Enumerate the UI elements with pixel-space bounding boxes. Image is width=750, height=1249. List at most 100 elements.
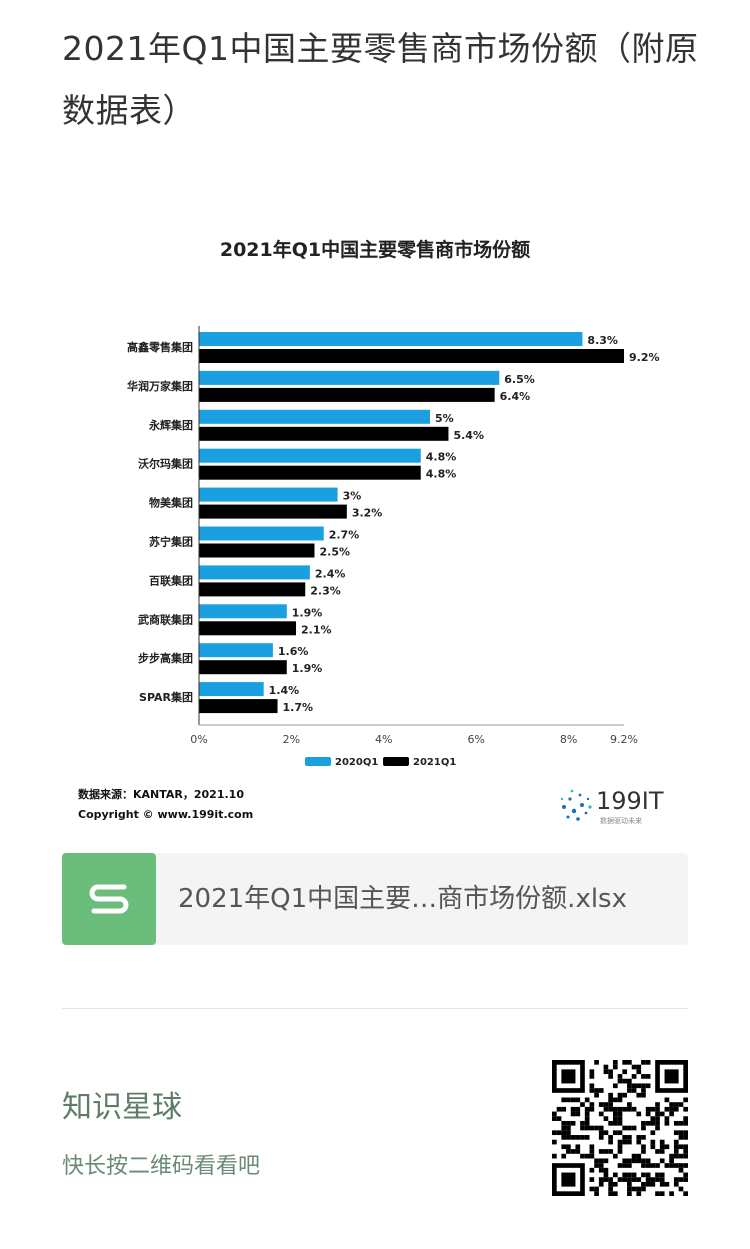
- data-label: 1.9%: [292, 606, 323, 619]
- qr-module: [664, 1144, 670, 1150]
- qr-module: [575, 1135, 581, 1140]
- qr-module: [669, 1102, 674, 1107]
- qr-module: [631, 1186, 637, 1192]
- qr-module: [556, 1116, 562, 1121]
- qr-module: [636, 1158, 642, 1164]
- qr-module: [678, 1144, 684, 1150]
- category-label: 步步高集团: [138, 651, 193, 665]
- qr-module: [584, 1111, 590, 1117]
- qr-module: [645, 1106, 651, 1112]
- qr-module: [683, 1130, 688, 1136]
- qr-module: [584, 1097, 590, 1103]
- qr-module: [645, 1111, 651, 1117]
- qr-module: [584, 1116, 590, 1121]
- qr-module: [655, 1120, 660, 1126]
- data-label: 2.4%: [315, 567, 346, 580]
- qr-module: [603, 1172, 609, 1178]
- logo-subtext: 数据驱动未来: [600, 816, 642, 825]
- qr-module: [612, 1060, 618, 1065]
- qr-module: [598, 1181, 604, 1187]
- qr-module: [584, 1135, 590, 1140]
- qr-module: [594, 1092, 599, 1098]
- qr-module: [594, 1060, 599, 1065]
- qr-module: [612, 1064, 618, 1070]
- legend-label: 2020Q1: [335, 757, 378, 768]
- category-label: 物美集团: [149, 496, 193, 510]
- qr-module: [683, 1144, 688, 1150]
- qr-module: [556, 1130, 562, 1136]
- qr-module: [631, 1088, 637, 1093]
- qr-module: [659, 1172, 665, 1178]
- qr-module: [673, 1139, 679, 1145]
- bar-2021Q1: [199, 543, 315, 558]
- bar-2021Q1: [199, 387, 495, 402]
- qr-module: [612, 1153, 618, 1159]
- category-label: 苏宁集团: [149, 535, 193, 549]
- qr-module: [603, 1149, 609, 1154]
- qr-module: [631, 1172, 637, 1178]
- bar-2021Q1: [199, 660, 287, 675]
- qr-module: [612, 1083, 618, 1089]
- qr-module: [650, 1181, 656, 1187]
- qr-module: [603, 1064, 609, 1070]
- qr-module: [575, 1106, 581, 1112]
- qr-module: [641, 1163, 646, 1168]
- qr-module: [561, 1106, 567, 1112]
- qr-module: [655, 1191, 660, 1196]
- data-label: 1.6%: [278, 645, 309, 658]
- qr-module: [645, 1083, 651, 1089]
- qr-module: [669, 1111, 674, 1117]
- qr-module: [584, 1120, 590, 1126]
- qr-module: [673, 1106, 679, 1112]
- bar-chart: 高鑫零售集团 8.3% 9.2% 华润万家集团 6.5% 6.4% 永辉集团 5% 5.4% 沃尔…: [127, 326, 660, 768]
- qr-module: [612, 1116, 618, 1121]
- qr-module: [575, 1097, 581, 1103]
- qr-module: [627, 1135, 632, 1140]
- file-attachment[interactable]: 2021年Q1中国主要…商市场份额.xlsx: [62, 853, 688, 945]
- logo-199it: 199IT 数据驱动未来: [552, 777, 682, 829]
- qr-module: [552, 1130, 557, 1136]
- qr-module: [580, 1120, 585, 1126]
- qr-module: [678, 1120, 684, 1126]
- qr-module: [622, 1135, 628, 1140]
- qr-module: [650, 1144, 656, 1150]
- qr-module: [659, 1177, 665, 1182]
- qr-module: [659, 1149, 665, 1154]
- qr-code[interactable]: [552, 1060, 688, 1196]
- data-label: 8.3%: [587, 334, 618, 347]
- qr-module: [631, 1083, 637, 1089]
- qr-module: [650, 1139, 656, 1145]
- qr-module: [561, 1153, 567, 1159]
- logo-mark-icon: 199IT 数据驱动未来: [560, 787, 664, 825]
- qr-module: [561, 1069, 576, 1084]
- qr-module: [627, 1191, 632, 1196]
- qr-module: [655, 1149, 660, 1154]
- copyright-line: Copyright © www.199it.com: [78, 808, 254, 821]
- qr-module: [589, 1106, 595, 1112]
- qr-module: [673, 1163, 679, 1168]
- logo-text: 199IT: [596, 787, 664, 815]
- qr-module: [650, 1163, 656, 1168]
- page-title: 2021年Q1中国主要零售商市场份额（附原数据表）: [62, 29, 699, 130]
- qr-module: [683, 1172, 688, 1178]
- qr-module: [580, 1153, 585, 1159]
- bar-2020Q1: [199, 565, 310, 580]
- chart-title: 2021年Q1中国主要零售商市场份额: [219, 239, 531, 261]
- qr-module: [664, 1097, 670, 1103]
- qr-module: [612, 1120, 618, 1126]
- qr-module: [641, 1135, 646, 1140]
- x-tick-label: 8%: [560, 733, 577, 746]
- qr-module: [580, 1102, 585, 1107]
- footer-title: 知识星球: [62, 1090, 182, 1125]
- qr-module: [683, 1153, 688, 1159]
- qr-module: [617, 1144, 623, 1150]
- legend-swatch-2021Q1: [383, 757, 409, 766]
- qr-module: [608, 1135, 613, 1140]
- qr-module: [627, 1088, 632, 1093]
- qr-module: [659, 1139, 665, 1145]
- qr-module: [636, 1111, 642, 1117]
- qr-module: [622, 1092, 628, 1098]
- qr-module: [561, 1130, 567, 1136]
- qr-module: [655, 1116, 660, 1121]
- qr-module: [627, 1158, 632, 1164]
